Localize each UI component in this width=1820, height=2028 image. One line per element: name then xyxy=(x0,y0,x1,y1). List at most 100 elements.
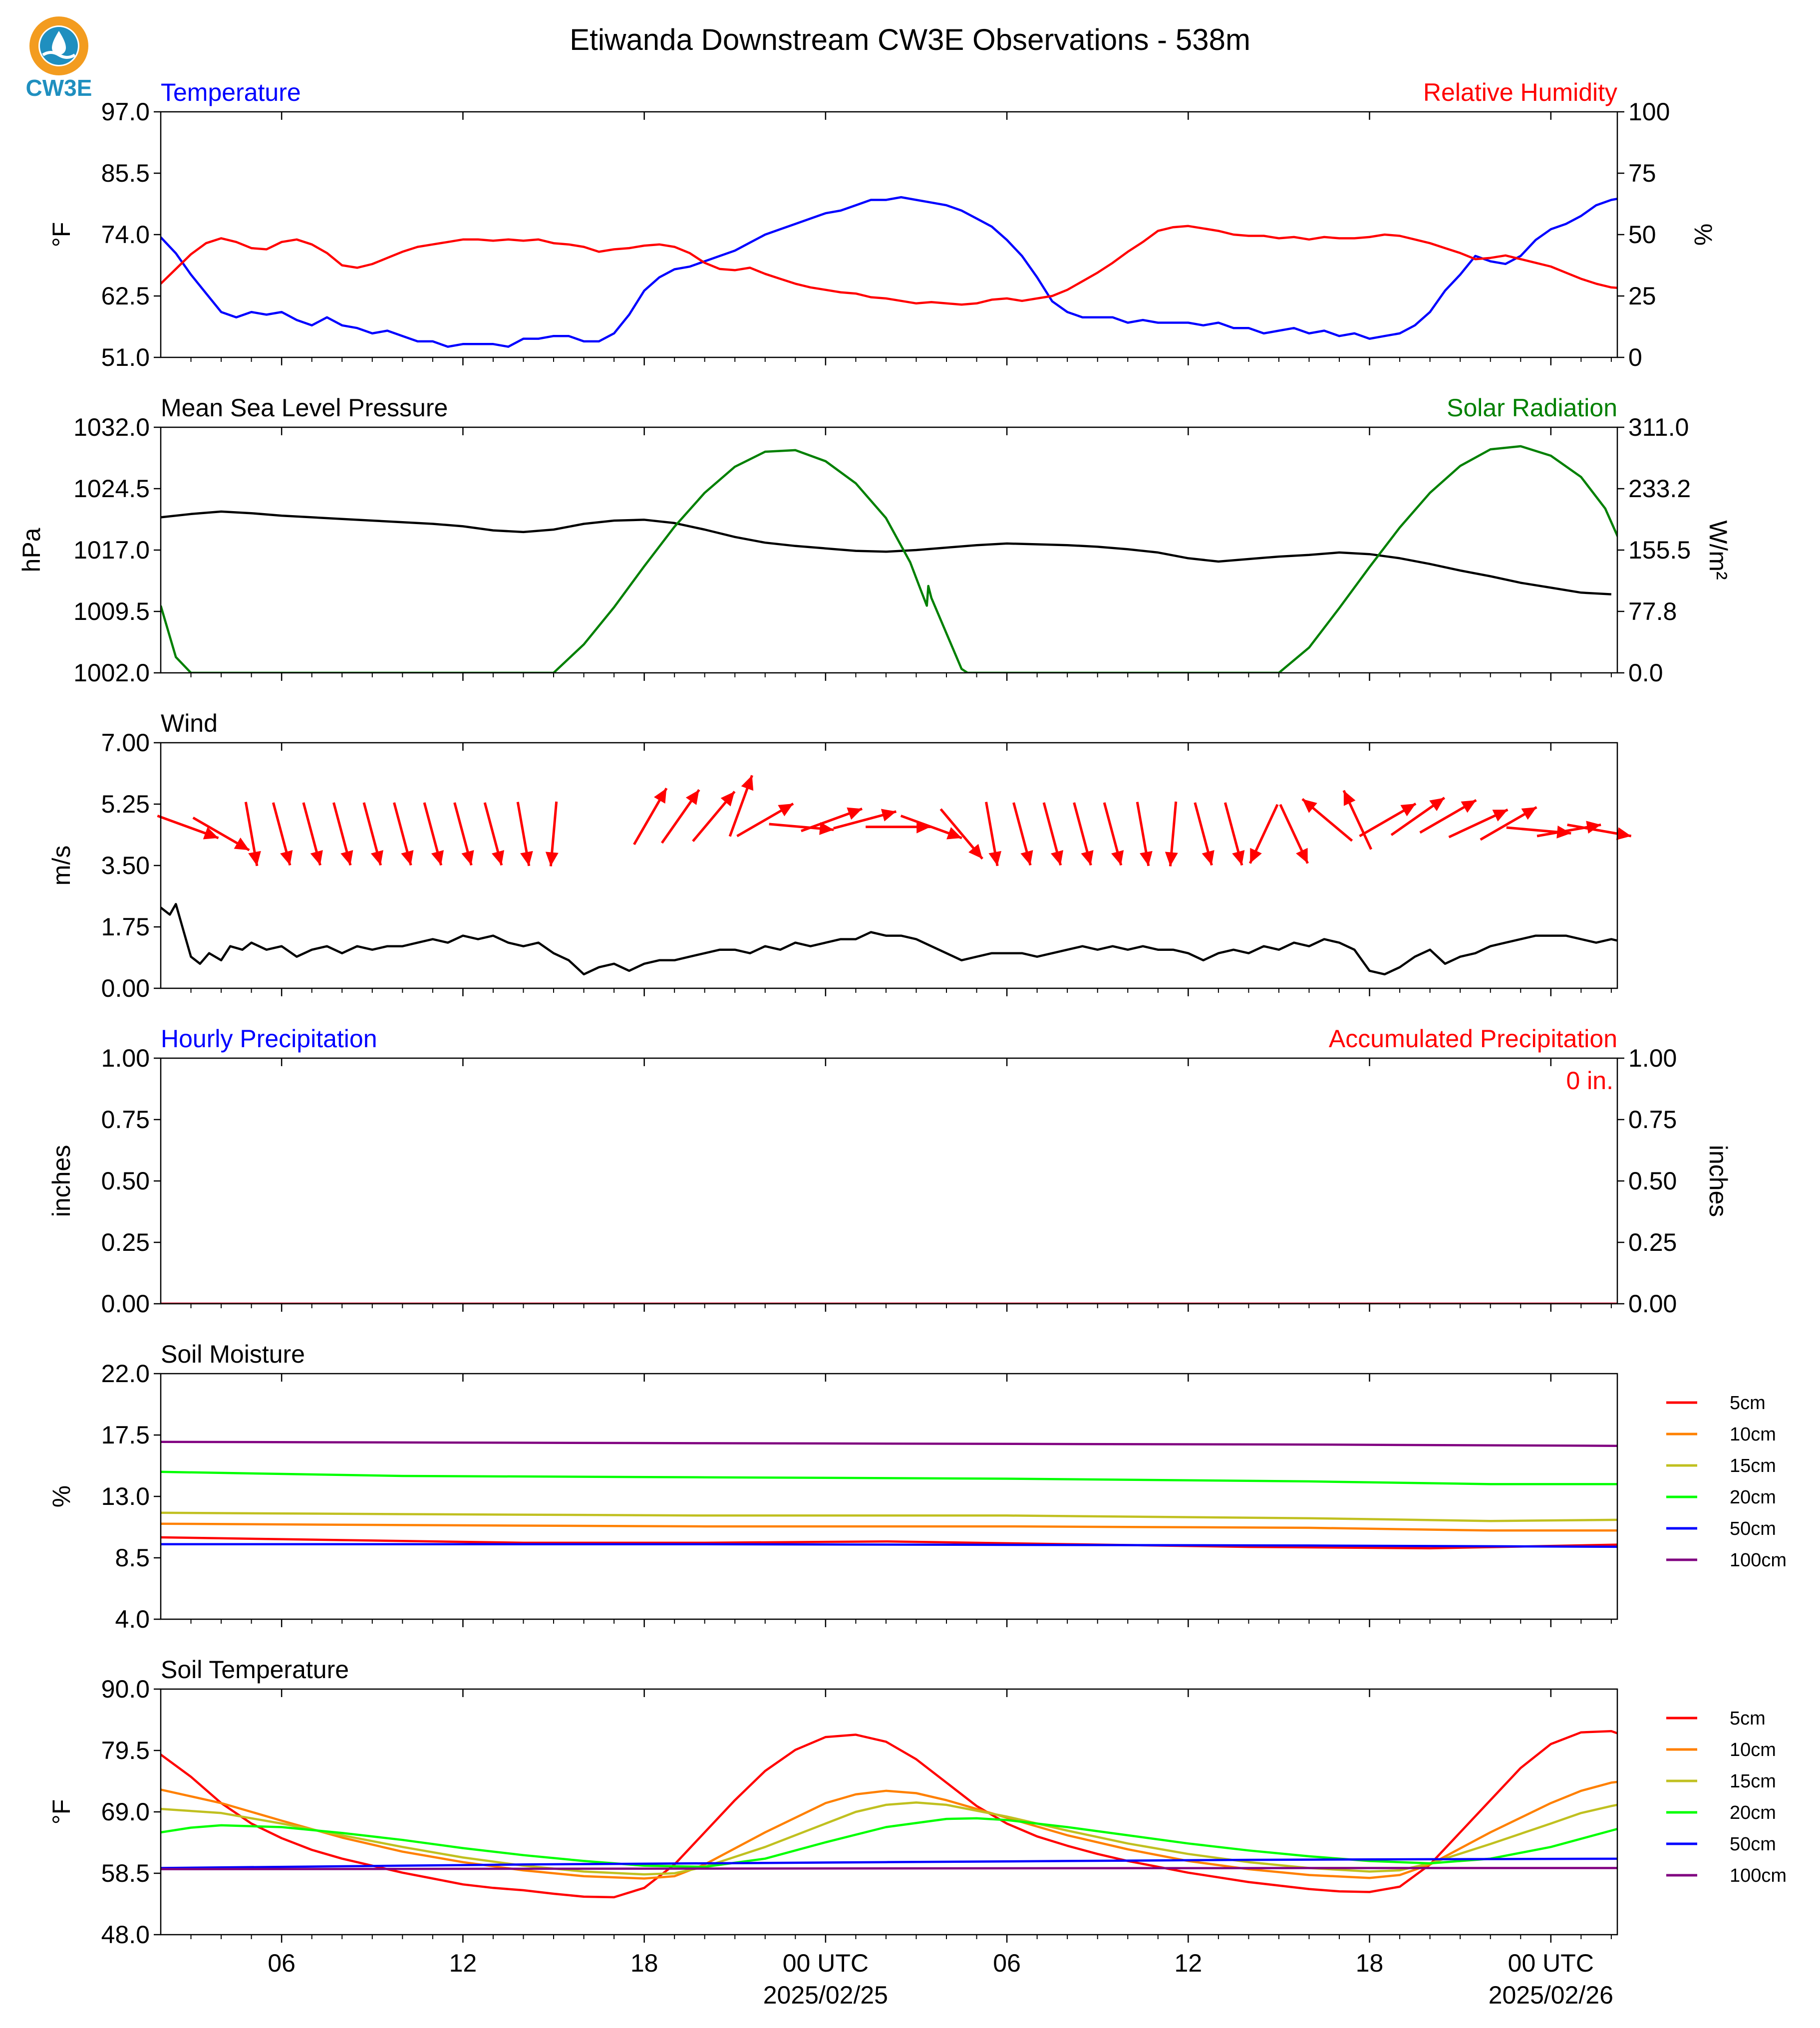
wind-arrow xyxy=(1012,802,1033,866)
wind-arrow xyxy=(453,802,474,866)
panel-title-left: Hourly Precipitation xyxy=(161,1025,377,1053)
wind-arrow xyxy=(483,802,505,866)
plot-frame xyxy=(160,1373,1618,1620)
x-tick-label: 18 xyxy=(630,1949,658,1977)
wind-arrow-head xyxy=(1343,790,1356,806)
y-tick-label: 79.5 xyxy=(101,1737,150,1764)
y-right-tick-label: 50 xyxy=(1628,221,1656,249)
panel-title-left: Temperature xyxy=(161,78,301,106)
y-tick-label: 97.0 xyxy=(101,98,150,126)
x-tick-label: 00 UTC xyxy=(1508,1949,1594,1977)
series-line-100cm xyxy=(161,1441,1617,1447)
wind-arrow xyxy=(728,775,754,837)
series-line-50cm xyxy=(161,1543,1617,1548)
wind-arrow-head xyxy=(988,851,1002,866)
series-line-15cm xyxy=(161,1511,1617,1522)
wind-arrow xyxy=(157,815,219,840)
wind-arrow-head xyxy=(1400,804,1416,817)
plot-area xyxy=(161,1730,1617,1899)
plot-frame xyxy=(160,111,1618,358)
panel-title-left: Soil Moisture xyxy=(161,1340,305,1368)
y-tick-label: 1024.5 xyxy=(73,475,150,503)
wind-arrow-head xyxy=(520,851,533,866)
legend-label: 50cm xyxy=(1730,1834,1776,1855)
wind-arrow-head xyxy=(1429,798,1445,812)
y-tick-label: 1.00 xyxy=(101,1044,150,1072)
y-axis-label: m/s xyxy=(47,846,75,886)
wind-arrow-head xyxy=(545,852,559,867)
wind-arrow-head xyxy=(741,775,754,791)
y-right-tick-label: 0.0 xyxy=(1628,659,1663,687)
series-line-5cm xyxy=(161,1730,1617,1899)
wind-arrow xyxy=(1248,804,1279,864)
wind-arrow xyxy=(1342,790,1373,850)
wind-arrow xyxy=(1536,821,1601,838)
y-tick-label: 0.00 xyxy=(101,1290,150,1318)
wind-arrow xyxy=(332,802,353,866)
series-line-relative-humidity xyxy=(161,225,1617,306)
wind-arrow-head xyxy=(720,791,735,807)
wind-arrow xyxy=(633,788,668,846)
y-tick-label: 69.0 xyxy=(101,1798,150,1826)
y-tick-label: 1017.0 xyxy=(73,536,150,564)
wind-arrow-head xyxy=(881,809,897,822)
panel-title-right: Solar Radiation xyxy=(1447,394,1617,422)
wind-arrow xyxy=(1136,802,1153,867)
panel-title-left: Wind xyxy=(161,709,218,737)
legend-label: 5cm xyxy=(1730,1708,1766,1729)
wind-arrow-head xyxy=(1616,827,1631,840)
legend-label: 20cm xyxy=(1730,1802,1776,1823)
y-tick-label: 13.0 xyxy=(101,1482,150,1510)
wind-arrow-head xyxy=(248,851,261,866)
wind-arrow xyxy=(302,802,323,866)
wind-arrow xyxy=(1279,804,1309,864)
wind-arrow-head xyxy=(370,850,383,866)
wind-arrow-head xyxy=(1020,850,1033,866)
panel-soil_temperature: Soil Temperature 48.0 58.5 69.0 79.5 90.0 °F 5c… xyxy=(47,1656,1787,2009)
y-right-tick-label: 0.50 xyxy=(1628,1167,1677,1195)
plot-area xyxy=(161,903,1617,976)
wind-arrow-head xyxy=(1165,852,1178,867)
y-tick-label: 74.0 xyxy=(101,221,150,249)
wind-arrow-head xyxy=(1302,799,1317,813)
y-right-tick-label: 25 xyxy=(1628,282,1656,310)
y-tick-label: 0.75 xyxy=(101,1106,150,1134)
wind-arrow xyxy=(1390,797,1446,836)
wind-arrow-head xyxy=(968,844,983,859)
wind-arrow-head xyxy=(1250,848,1262,864)
panel-title-left: Mean Sea Level Pressure xyxy=(161,394,448,422)
wind-arrow xyxy=(985,802,1002,867)
series-line-50cm xyxy=(161,1857,1617,1869)
x-tick-date: 2025/02/25 xyxy=(763,1981,888,2009)
wind-arrow-head xyxy=(1296,848,1308,864)
wind-arrow xyxy=(692,791,736,842)
wind-arrow xyxy=(1567,823,1632,840)
wind-arrow xyxy=(1165,801,1178,867)
y-right-tick-label: 1.00 xyxy=(1628,1044,1677,1072)
wind-arrow-head xyxy=(1140,851,1153,866)
wind-arrow xyxy=(900,815,962,840)
legend-label: 5cm xyxy=(1730,1393,1766,1414)
wind-arrow xyxy=(516,802,533,867)
wind-arrow-head xyxy=(778,804,794,817)
y-right-tick-label: 0.75 xyxy=(1628,1106,1677,1134)
y-right-tick-label: 77.8 xyxy=(1628,597,1677,625)
wind-arrow xyxy=(1103,802,1124,866)
wind-arrow xyxy=(939,808,983,860)
legend: 5cm 10cm 15cm 20cm 50cm 100cm xyxy=(1666,1393,1787,1571)
legend-label: 20cm xyxy=(1730,1487,1776,1508)
wind-arrow-head xyxy=(1521,807,1537,820)
y-right-axis-label: % xyxy=(1689,224,1717,246)
plot-frame xyxy=(160,742,1618,989)
wind-arrow xyxy=(1419,799,1477,834)
y-axis-label: inches xyxy=(47,1145,75,1217)
x-tick-label: 00 UTC xyxy=(783,1949,869,1977)
y-tick-label: 58.5 xyxy=(101,1859,150,1887)
y-tick-label: 3.50 xyxy=(101,852,150,879)
y-tick-label: 1032.0 xyxy=(73,413,150,441)
logo-text: CW3E xyxy=(26,75,92,101)
wind-arrow-head xyxy=(461,850,474,866)
y-right-tick-label: 0 xyxy=(1628,343,1642,371)
wind-arrow xyxy=(192,817,250,852)
logo-wave-icon xyxy=(42,51,76,59)
